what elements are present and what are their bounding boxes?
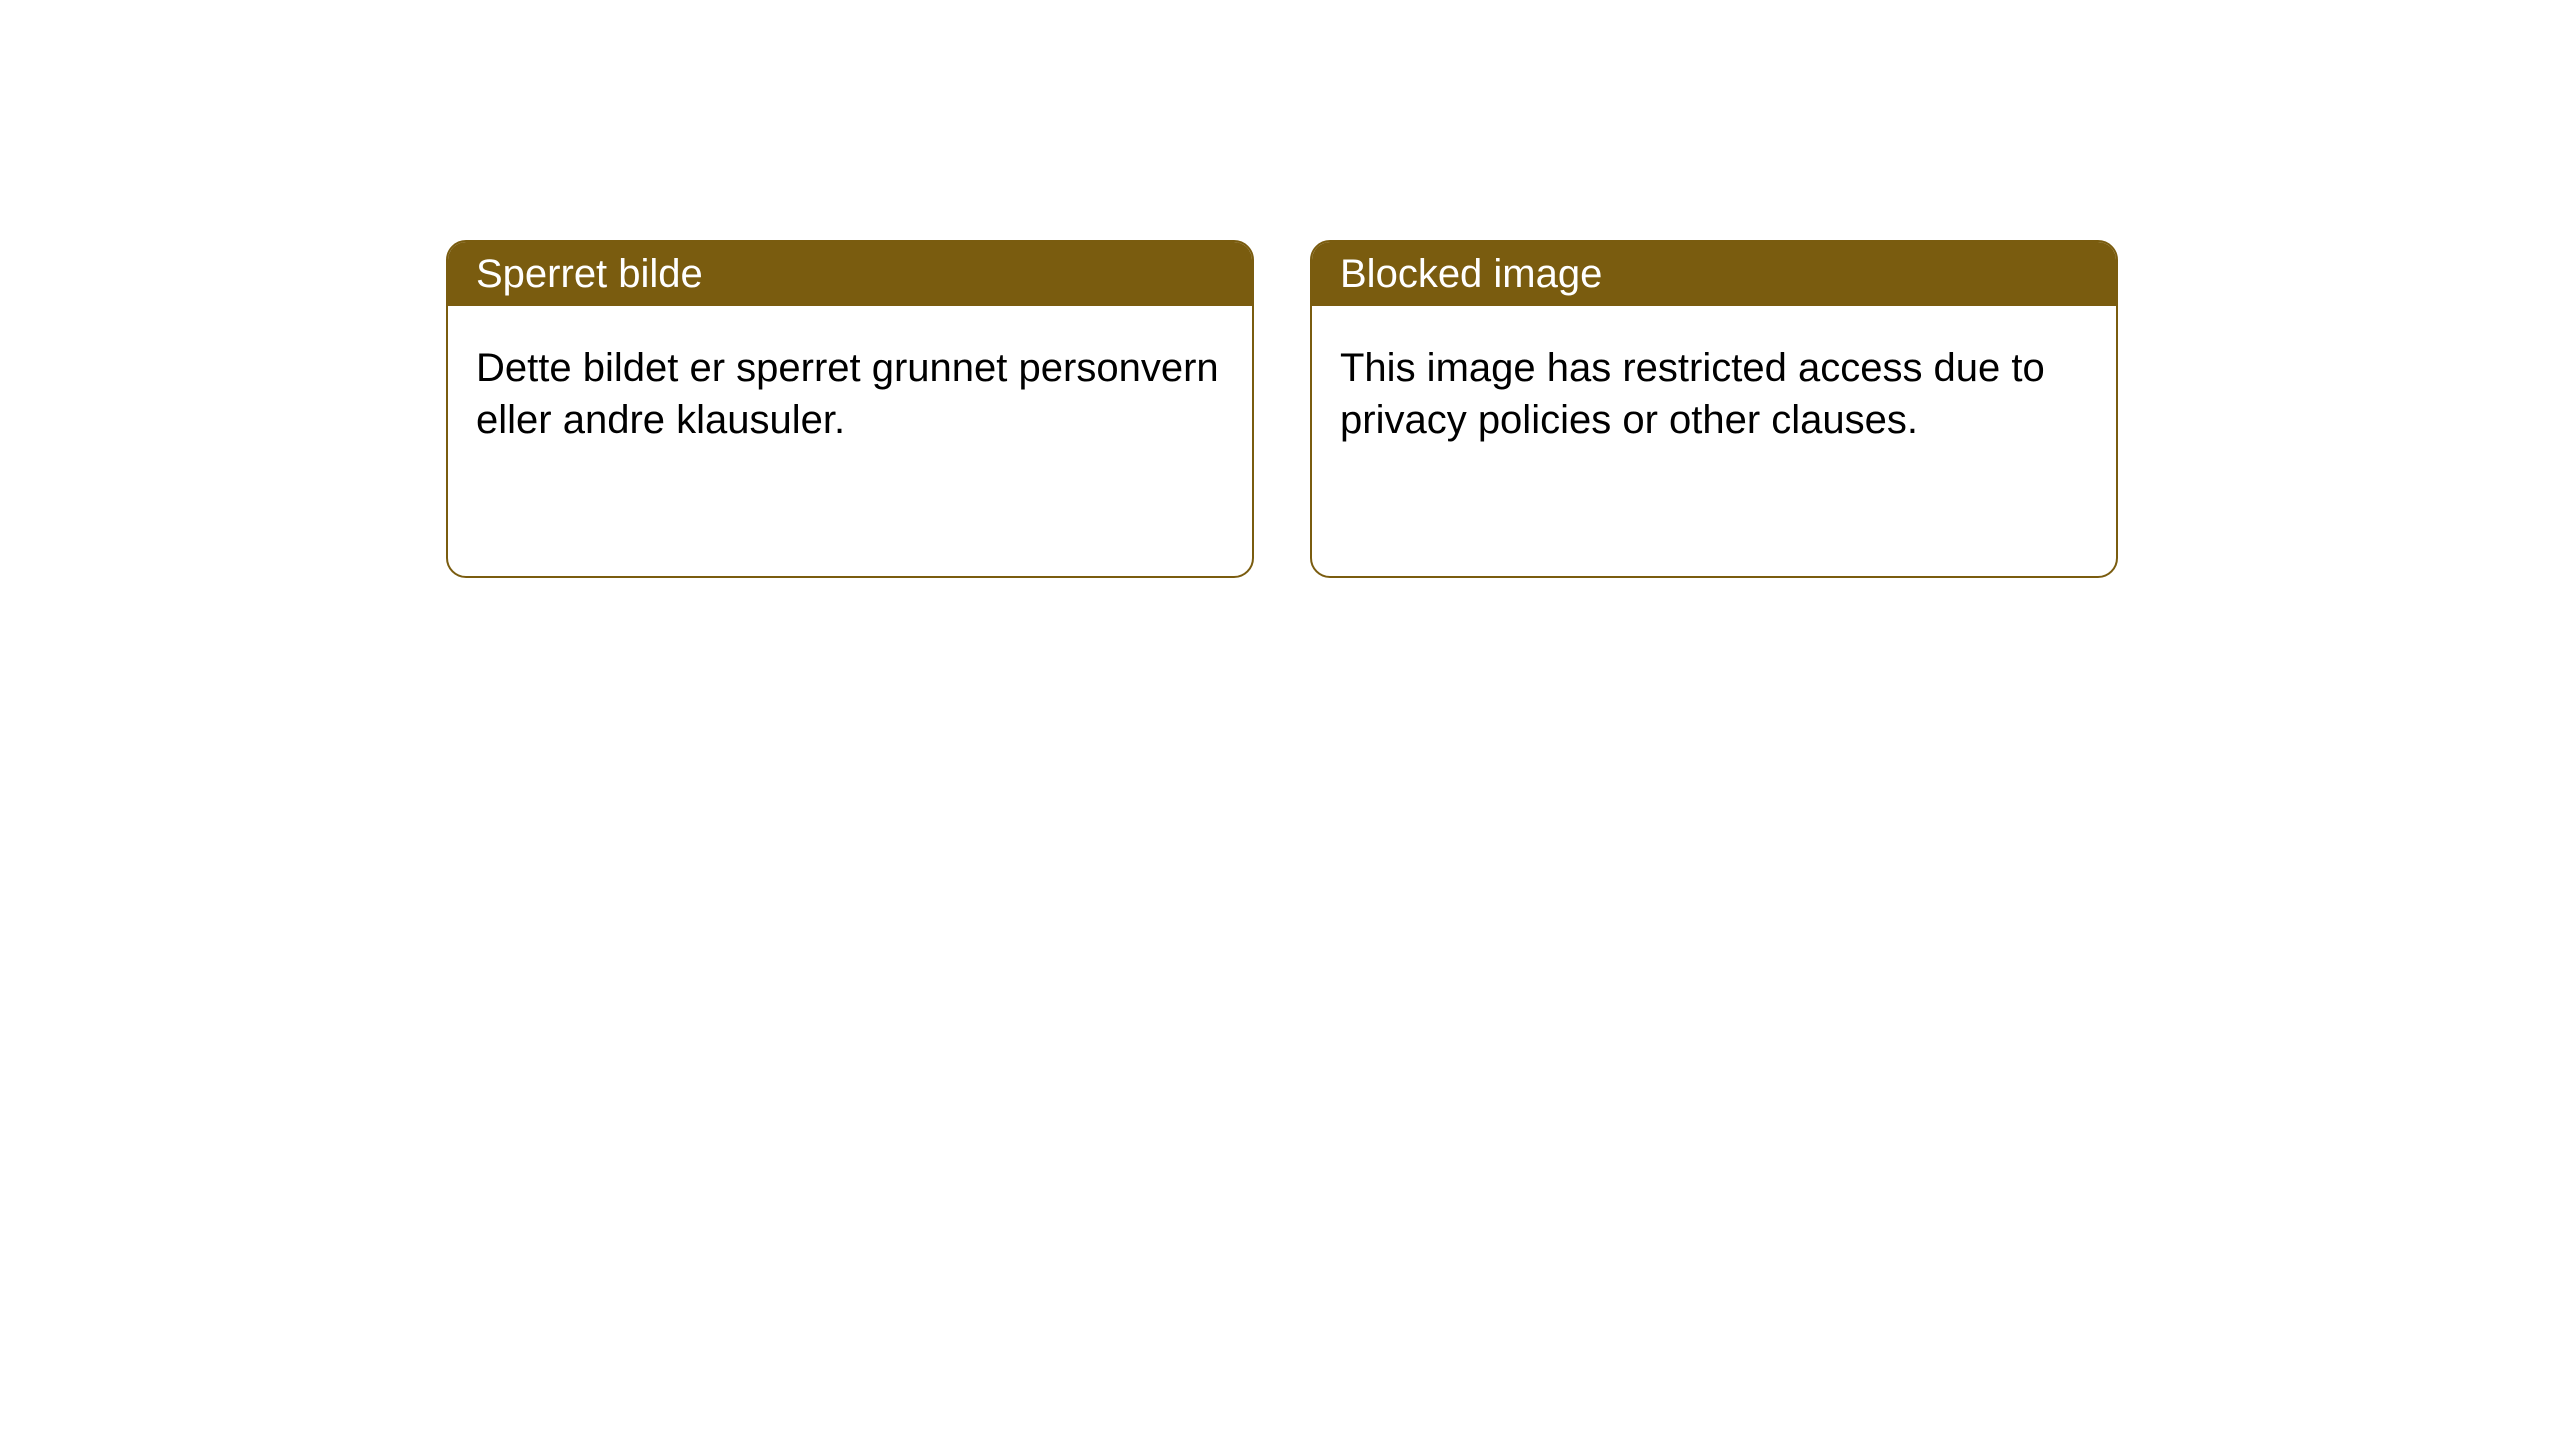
card-header-norwegian: Sperret bilde	[448, 242, 1252, 306]
card-title-english: Blocked image	[1340, 252, 1602, 297]
card-title-norwegian: Sperret bilde	[476, 252, 703, 297]
card-body-norwegian: Dette bildet er sperret grunnet personve…	[448, 306, 1252, 482]
card-body-text-english: This image has restricted access due to …	[1340, 346, 2045, 442]
card-header-english: Blocked image	[1312, 242, 2116, 306]
cards-container: Sperret bilde Dette bildet er sperret gr…	[0, 0, 2560, 578]
card-body-english: This image has restricted access due to …	[1312, 306, 2116, 482]
card-body-text-norwegian: Dette bildet er sperret grunnet personve…	[476, 346, 1219, 442]
card-norwegian: Sperret bilde Dette bildet er sperret gr…	[446, 240, 1254, 578]
card-english: Blocked image This image has restricted …	[1310, 240, 2118, 578]
